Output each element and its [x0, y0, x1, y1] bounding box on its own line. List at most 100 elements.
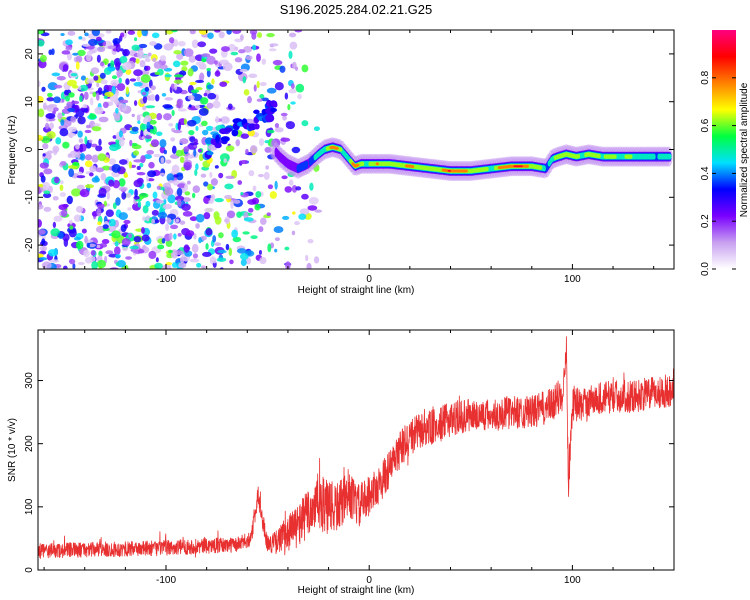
spectrogram-noise-blob [295, 66, 299, 71]
spectrogram-noise-blob [173, 50, 182, 55]
spectrogram-noise-blob [135, 58, 140, 64]
spectrogram-noise-blob [98, 116, 109, 123]
spectrogram-noise-blob [212, 100, 221, 109]
spectrogram-noise-blob [159, 139, 167, 148]
spectrogram-noise-blob [191, 192, 196, 199]
spectrogram-noise-blob [282, 115, 287, 121]
spectrogram-noise-blob [212, 258, 217, 264]
spectrogram-noise-blob [139, 59, 146, 68]
spectrogram-streak-blob [270, 107, 277, 113]
spectrogram-x-tick-label: 0 [366, 274, 372, 285]
spectrogram-noise-blob [274, 248, 278, 253]
spectrogram-noise-blob [127, 207, 132, 211]
spectrogram-noise-blob [101, 239, 110, 245]
spectrogram-noise-blob [121, 238, 131, 246]
spectrogram-noise-blob [112, 179, 120, 189]
spectrogram-noise-blob [224, 216, 231, 225]
spectrogram-noise-blob [60, 32, 65, 37]
spectrogram-noise-blob [159, 172, 166, 176]
spectrogram-noise-blob [163, 113, 172, 121]
spectrogram-noise-blob [38, 219, 42, 228]
spectrogram-noise-blob [235, 139, 241, 147]
spectrogram-noise-blob [171, 262, 178, 268]
spectrogram-noise-blob [136, 75, 141, 82]
spectrogram-noise-blob [43, 168, 53, 175]
spectrogram-y-tick-label: 10 [24, 96, 35, 108]
spectrogram-noise-blob [179, 220, 186, 225]
spectrogram-noise-blob [139, 162, 144, 168]
spectrogram-noise-blob [72, 52, 79, 56]
spectrogram-noise-blob [146, 121, 151, 129]
spectrogram-y-axis-label: Frequency (Hz) [7, 116, 18, 185]
spectrogram-noise-blob [84, 160, 93, 168]
spectrogram-noise-blob [80, 107, 84, 111]
spectrogram-noise-blob [47, 92, 53, 98]
spectrogram-noise-blob [288, 50, 293, 59]
spectrogram-noise-blob [247, 96, 252, 104]
spectrogram-noise-blob [171, 109, 175, 117]
spectrogram-noise-blob [45, 122, 50, 130]
spectrogram-noise-blob [247, 207, 254, 213]
spectrogram-noise-blob [100, 173, 107, 181]
spectrogram-noise-blob [111, 163, 121, 173]
spectrogram-noise-blob [267, 243, 272, 253]
spectrogram-noise-blob [175, 149, 184, 157]
spectrogram-noise-blob [72, 162, 80, 166]
spectrogram-noise-blob [115, 262, 120, 267]
spectrogram-noise-blob [96, 244, 101, 249]
spectrogram-noise-blob [53, 176, 60, 184]
spectrogram-streak-blob [272, 102, 278, 108]
spectrogram-noise-blob [62, 141, 70, 149]
spectrogram-noise-blob [103, 95, 108, 100]
spectrogram-noise-blob [258, 138, 265, 146]
spectrogram-noise-blob [38, 30, 45, 35]
spectrogram-noise-blob [95, 167, 105, 173]
spectrogram-noise-blob [281, 175, 288, 180]
spectrogram-noise-blob [156, 185, 162, 190]
spectrogram-noise-blob [236, 248, 247, 254]
spectrogram-noise-blob [47, 150, 54, 154]
spectrogram-noise-blob [121, 191, 127, 200]
spectrogram-noise-blob [163, 43, 174, 51]
spectrogram-noise-blob [183, 244, 190, 253]
spectrogram-noise-blob [58, 204, 68, 211]
spectrogram-noise-blob [225, 243, 230, 251]
spectrogram-noise-blob [138, 43, 148, 49]
spectrogram-noise-blob [141, 91, 147, 96]
spectrogram-noise-blob [68, 168, 75, 178]
spectrogram-noise-blob [236, 211, 243, 218]
spectrogram-noise-blob [268, 48, 277, 52]
spectrogram-noise-blob [274, 127, 284, 133]
spectrogram-noise-blob [183, 161, 192, 171]
spectrogram-noise-blob [239, 68, 248, 73]
spectrogram-noise-blob [79, 143, 84, 153]
spectrogram-noise-blob [194, 104, 201, 109]
spectrogram-noise-blob [156, 113, 163, 121]
spectrogram-noise-blob [243, 217, 254, 222]
spectrogram-noise-blob [160, 157, 165, 164]
spectrogram-noise-blob [172, 60, 181, 68]
spectrogram-noise-blob [260, 97, 269, 102]
spectrogram-noise-blob [96, 82, 100, 88]
spectrogram-noise-blob [251, 32, 257, 40]
spectrogram-noise-blob [288, 179, 294, 186]
spectrogram-noise-blob [290, 101, 296, 105]
spectrogram-noise-blob [155, 199, 164, 204]
spectrogram-noise-blob [274, 180, 278, 190]
ridge-mark [335, 146, 339, 150]
spectrogram-noise-blob [155, 131, 163, 137]
spectrogram-noise-blob [194, 138, 198, 145]
spectrogram-noise-blob [98, 187, 107, 197]
spectrogram-noise-blob [185, 230, 195, 237]
spectrogram-noise-blob [79, 84, 89, 92]
ridge-mark [525, 164, 529, 168]
spectrogram-noise-blob [243, 89, 250, 96]
spectrogram-noise-blob [274, 237, 280, 242]
spectrogram-noise-blob [88, 139, 93, 144]
spectrogram-noise-blob [48, 122, 55, 130]
spectrogram-noise-blob [112, 38, 121, 45]
spectrogram-noise-blob [199, 72, 205, 81]
spectrogram-noise-blob [198, 153, 204, 162]
spectrogram-noise-blob [204, 207, 214, 213]
